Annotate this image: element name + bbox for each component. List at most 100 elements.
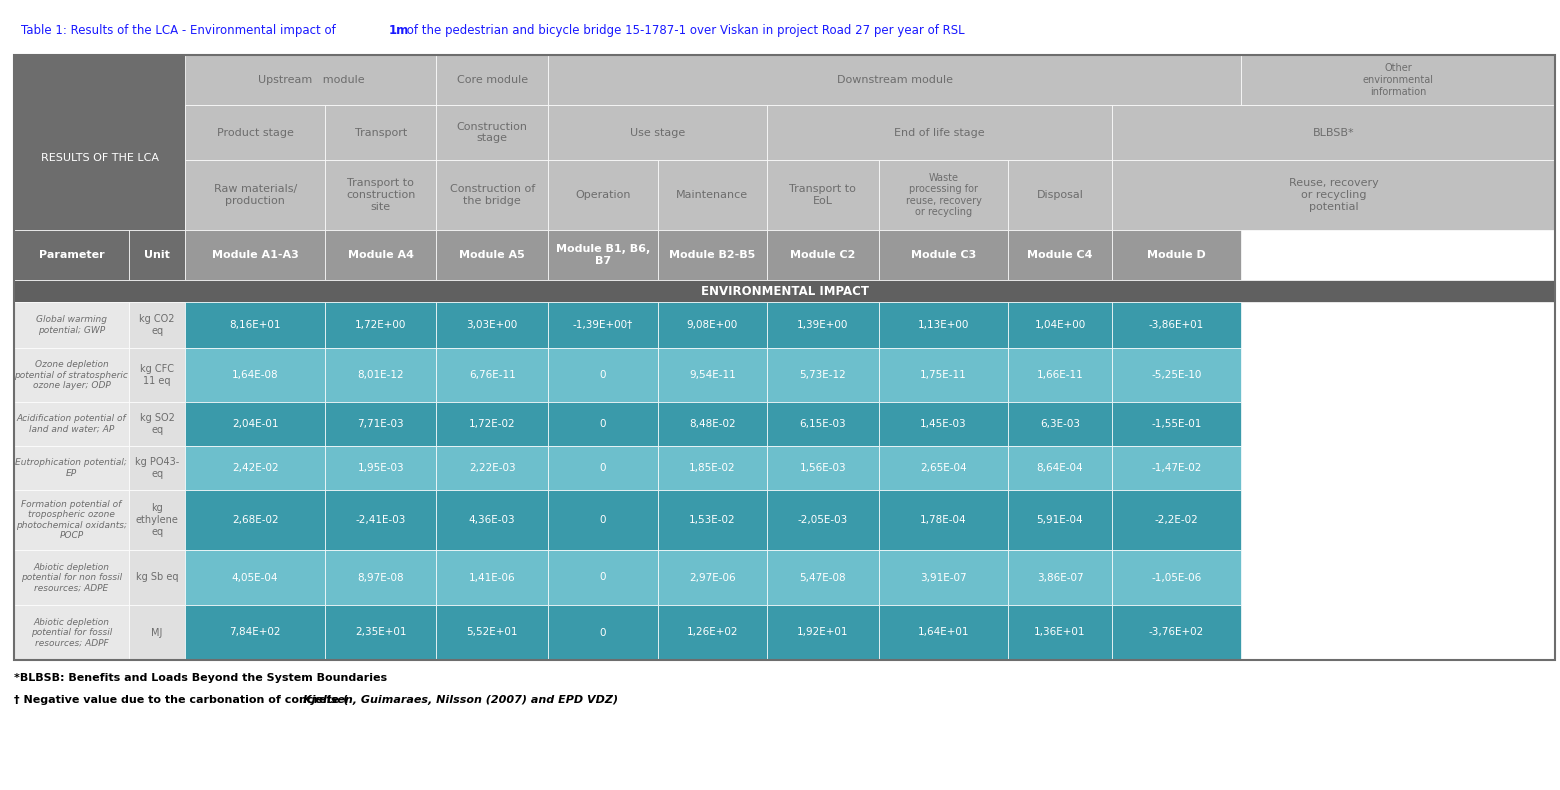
Bar xyxy=(878,490,1008,550)
Text: 1,92E+01: 1,92E+01 xyxy=(797,627,849,638)
Bar xyxy=(14,550,128,605)
Text: 1,85E-02: 1,85E-02 xyxy=(690,463,736,473)
Bar xyxy=(186,446,324,490)
Bar xyxy=(768,348,878,402)
Bar xyxy=(878,302,1008,348)
Text: End of life stage: End of life stage xyxy=(894,127,984,137)
Bar xyxy=(878,160,1008,230)
Text: Downstream module: Downstream module xyxy=(836,75,953,85)
Text: 1,26E+02: 1,26E+02 xyxy=(686,627,738,638)
Bar xyxy=(186,160,324,230)
Text: Module C3: Module C3 xyxy=(911,250,977,260)
Bar xyxy=(1112,348,1242,402)
Text: Acidification potential of
land and water; AP: Acidification potential of land and wate… xyxy=(17,414,126,434)
Text: -1,39E+00†: -1,39E+00† xyxy=(573,320,633,330)
Bar xyxy=(548,105,768,160)
Bar xyxy=(437,230,548,280)
Text: 1,66E-11: 1,66E-11 xyxy=(1036,370,1083,380)
Bar xyxy=(128,550,186,605)
Bar xyxy=(437,490,548,550)
Bar xyxy=(437,348,548,402)
Text: ENVIRONMENTAL IMPACT: ENVIRONMENTAL IMPACT xyxy=(700,284,869,298)
Text: Maintenance: Maintenance xyxy=(677,190,749,200)
Text: Module D: Module D xyxy=(1147,250,1206,260)
Text: 5,47E-08: 5,47E-08 xyxy=(800,573,846,582)
Text: 8,01E-12: 8,01E-12 xyxy=(357,370,404,380)
Text: -1,47E-02: -1,47E-02 xyxy=(1151,463,1201,473)
Bar xyxy=(186,402,324,446)
Text: Transport to
EoL: Transport to EoL xyxy=(789,184,856,206)
Text: Construction
stage: Construction stage xyxy=(457,122,527,143)
Bar xyxy=(324,348,437,402)
Text: kg CO2
eq: kg CO2 eq xyxy=(139,314,175,336)
Bar xyxy=(768,402,878,446)
Bar xyxy=(548,302,658,348)
Text: of the pedestrian and bicycle bridge 15-1787-1 over Viskan in project Road 27 pe: of the pedestrian and bicycle bridge 15-… xyxy=(402,24,964,36)
Bar xyxy=(128,490,186,550)
Bar xyxy=(437,446,548,490)
Bar xyxy=(1112,402,1242,446)
Bar xyxy=(324,230,437,280)
Text: Use stage: Use stage xyxy=(630,127,685,137)
Text: Transport to
construction
site: Transport to construction site xyxy=(346,179,415,212)
Text: -3,86E+01: -3,86E+01 xyxy=(1148,320,1204,330)
Text: 1,39E+00: 1,39E+00 xyxy=(797,320,849,330)
Bar xyxy=(186,348,324,402)
Text: Other
environmental
information: Other environmental information xyxy=(1362,63,1434,96)
Text: Waste
processing for
reuse, recovery
or recycling: Waste processing for reuse, recovery or … xyxy=(905,172,981,217)
Bar xyxy=(128,446,186,490)
Bar xyxy=(658,490,768,550)
Bar xyxy=(14,230,128,280)
Bar xyxy=(1242,55,1555,105)
Text: Formation potential of
tropospheric ozone
photochemical oxidants;
POCP: Formation potential of tropospheric ozon… xyxy=(16,500,126,540)
Text: kg Sb eq: kg Sb eq xyxy=(136,573,178,582)
Text: Transport: Transport xyxy=(354,127,407,137)
Bar xyxy=(437,302,548,348)
Text: 0: 0 xyxy=(599,370,605,380)
Text: Abiotic depletion
potential for fossil
resources; ADPF: Abiotic depletion potential for fossil r… xyxy=(31,618,112,647)
Text: -2,2E-02: -2,2E-02 xyxy=(1154,515,1198,525)
Text: Unit: Unit xyxy=(144,250,170,260)
Text: 0: 0 xyxy=(599,419,605,429)
Text: -1,05E-06: -1,05E-06 xyxy=(1151,573,1201,582)
Bar xyxy=(548,230,658,280)
Bar xyxy=(1112,490,1242,550)
Bar xyxy=(14,490,128,550)
Bar xyxy=(14,302,128,348)
Bar xyxy=(768,160,878,230)
Text: 2,97E-06: 2,97E-06 xyxy=(690,573,736,582)
Text: 2,35E+01: 2,35E+01 xyxy=(356,627,407,638)
Bar xyxy=(128,348,186,402)
Text: RESULTS OF THE LCA: RESULTS OF THE LCA xyxy=(41,152,159,163)
Bar xyxy=(878,402,1008,446)
Bar xyxy=(14,402,128,446)
Bar xyxy=(14,55,1555,660)
Bar xyxy=(878,446,1008,490)
Bar xyxy=(1008,605,1112,660)
Bar xyxy=(658,348,768,402)
Bar xyxy=(324,105,437,160)
Text: Module A4: Module A4 xyxy=(348,250,413,260)
Text: 1,95E-03: 1,95E-03 xyxy=(357,463,404,473)
Bar xyxy=(437,605,548,660)
Bar xyxy=(186,490,324,550)
Text: 0: 0 xyxy=(599,627,605,638)
Bar xyxy=(324,605,437,660)
Bar xyxy=(548,55,1242,105)
Bar xyxy=(324,160,437,230)
Text: Module C4: Module C4 xyxy=(1026,250,1092,260)
Text: 8,97E-08: 8,97E-08 xyxy=(357,573,404,582)
Bar xyxy=(878,605,1008,660)
Text: 2,68E-02: 2,68E-02 xyxy=(232,515,279,525)
Text: kg CFC
11 eq: kg CFC 11 eq xyxy=(140,364,175,386)
Text: 1,36E+01: 1,36E+01 xyxy=(1034,627,1086,638)
Text: BLBSB*: BLBSB* xyxy=(1312,127,1354,137)
Text: Parameter: Parameter xyxy=(39,250,105,260)
Text: 5,52E+01: 5,52E+01 xyxy=(466,627,518,638)
Text: 2,04E-01: 2,04E-01 xyxy=(232,419,278,429)
Bar xyxy=(1008,302,1112,348)
Text: 3,91E-07: 3,91E-07 xyxy=(920,573,967,582)
Text: 2,65E-04: 2,65E-04 xyxy=(920,463,967,473)
Bar xyxy=(437,105,548,160)
Bar xyxy=(548,605,658,660)
